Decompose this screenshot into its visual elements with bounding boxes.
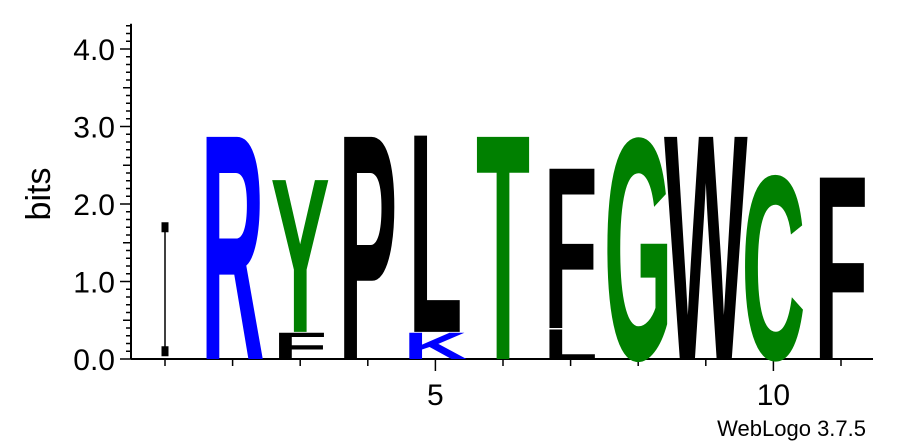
error-bars (161, 222, 169, 357)
y-axis-title: bits (20, 168, 58, 221)
x-axis: 5 10 (131, 358, 873, 412)
logo-letter-r: R (201, 69, 265, 429)
logo-letter-f: F (544, 119, 598, 378)
logo-letter-p: P (338, 69, 397, 429)
logo-letter-y: Y (271, 132, 330, 379)
x-tick-label: 5 (427, 379, 444, 412)
logo-letter-w: W (664, 69, 748, 429)
y-tick-label: 3.0 (73, 112, 115, 145)
logo-letter-k: K (403, 325, 467, 367)
error-bar-cap-bottom (161, 346, 169, 357)
y-tick-label: 1.0 (73, 267, 115, 300)
error-bar-cap-top (161, 222, 169, 233)
y-tick-label: 0.0 (73, 344, 115, 377)
logo-letter-f: F (814, 120, 868, 415)
logo-letter-g: G (604, 73, 673, 427)
logo-letter-f: F (273, 325, 327, 367)
y-tick-label: 2.0 (73, 189, 115, 222)
y-tick-label: 4.0 (73, 34, 115, 67)
logo-letter-l: L (544, 320, 598, 368)
x-tick-label: 10 (757, 379, 790, 412)
y-axis: 0.0 1.0 2.0 3.0 4.0 (73, 23, 132, 377)
credit-label: WebLogo 3.7.5 (717, 416, 866, 441)
logo-letter-l: L (408, 74, 462, 393)
logo-letter-c: C (741, 120, 805, 415)
logo-letter-t: T (476, 69, 530, 429)
letter-stacks: R FY P KL T LF GWC F (201, 69, 868, 429)
